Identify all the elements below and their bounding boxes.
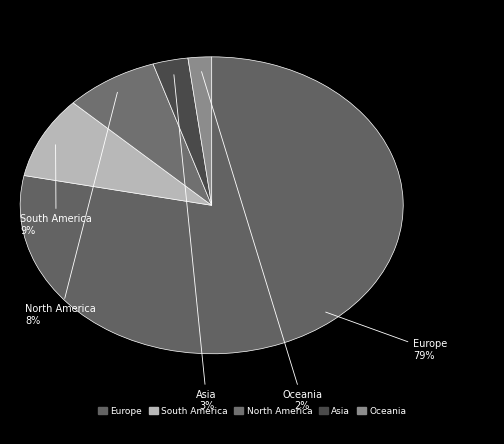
Wedge shape: [153, 58, 212, 205]
Text: Europe
79%: Europe 79%: [326, 312, 448, 361]
Wedge shape: [188, 57, 212, 205]
Text: North America
8%: North America 8%: [25, 92, 117, 325]
Text: Oceania
2%: Oceania 2%: [202, 71, 323, 412]
Wedge shape: [24, 103, 212, 205]
Wedge shape: [20, 57, 403, 354]
Legend: Europe, South America, North America, Asia, Oceania: Europe, South America, North America, As…: [94, 403, 410, 420]
Wedge shape: [73, 64, 212, 205]
Text: Asia
3%: Asia 3%: [174, 75, 217, 412]
Text: South America
9%: South America 9%: [20, 145, 92, 236]
